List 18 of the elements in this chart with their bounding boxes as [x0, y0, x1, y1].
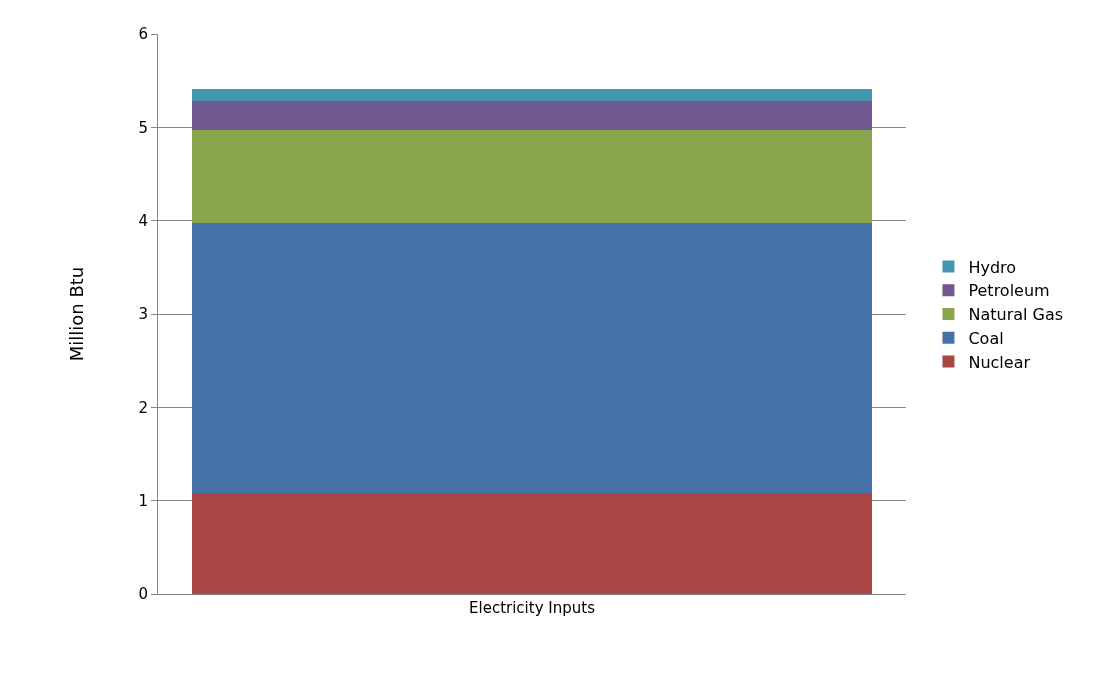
bar — [191, 101, 873, 131]
bar — [191, 130, 873, 223]
legend-label: Coal — [968, 329, 1004, 349]
bar — [191, 89, 873, 102]
y-tick-label: 3 — [138, 305, 148, 324]
legend-label: Hydro — [968, 257, 1017, 277]
y-tick-label: 5 — [138, 118, 148, 137]
legend-label: Natural Gas — [968, 305, 1064, 325]
x-tick-label: Electricity Inputs — [469, 599, 596, 617]
y-tick-label: 0 — [138, 585, 148, 604]
legend-label: Nuclear — [968, 352, 1031, 372]
legend-label: Petroleum — [968, 281, 1050, 301]
y-tick-label: 1 — [138, 491, 148, 510]
y-tick-label: 6 — [138, 25, 148, 44]
y-tick-label: 2 — [138, 398, 148, 417]
bar — [191, 493, 873, 594]
y-tick-label: 4 — [138, 211, 148, 230]
y-axis-title: Million Btu — [65, 266, 87, 362]
